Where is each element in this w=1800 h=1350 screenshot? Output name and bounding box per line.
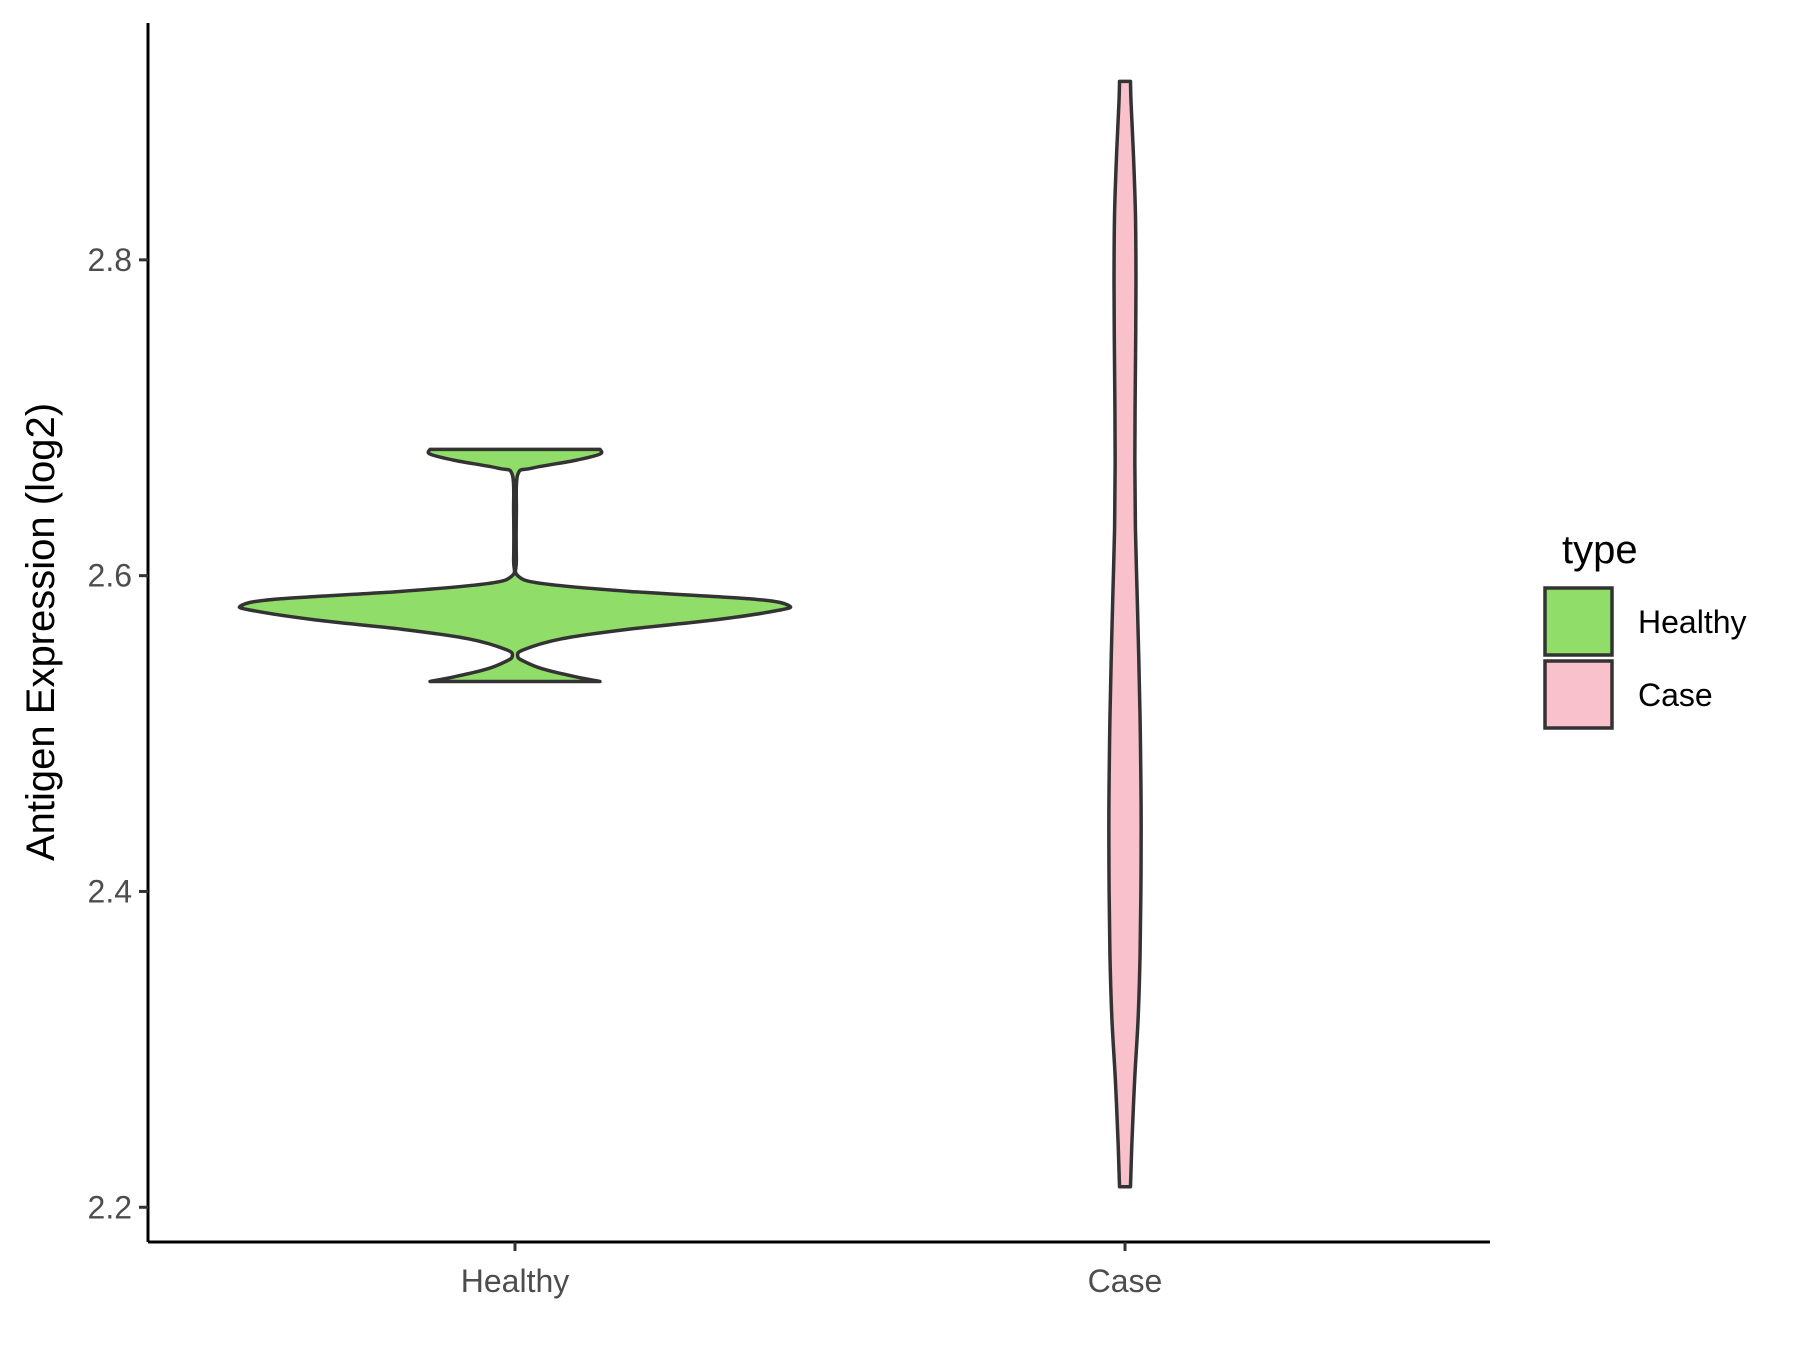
y-axis-title: Antigen Expression (log2) <box>19 403 63 861</box>
legend-swatch-case <box>1543 659 1614 730</box>
legend: type Healthy Case <box>1543 528 1747 730</box>
x-tick-label: Healthy <box>461 1263 570 1299</box>
legend-swatch-healthy <box>1543 586 1614 657</box>
legend-title: type <box>1562 528 1638 572</box>
y-tick-label: 2.6 <box>88 558 132 594</box>
y-tick-label: 2.8 <box>88 242 132 278</box>
legend-label-healthy: Healthy <box>1638 604 1747 640</box>
x-ticks: Healthy Case <box>461 1242 1163 1299</box>
legend-label-case: Case <box>1638 677 1713 713</box>
legend-items: Healthy Case <box>1543 586 1747 730</box>
plot-area <box>237 79 1143 1189</box>
y-tick-label: 2.4 <box>88 873 132 909</box>
y-ticks: 2.2 2.4 2.6 2.8 <box>88 242 148 1225</box>
violin-healthy <box>237 447 793 684</box>
x-tick-label: Case <box>1088 1263 1163 1299</box>
y-tick-label: 2.2 <box>88 1189 132 1225</box>
violin-case <box>1107 79 1143 1189</box>
